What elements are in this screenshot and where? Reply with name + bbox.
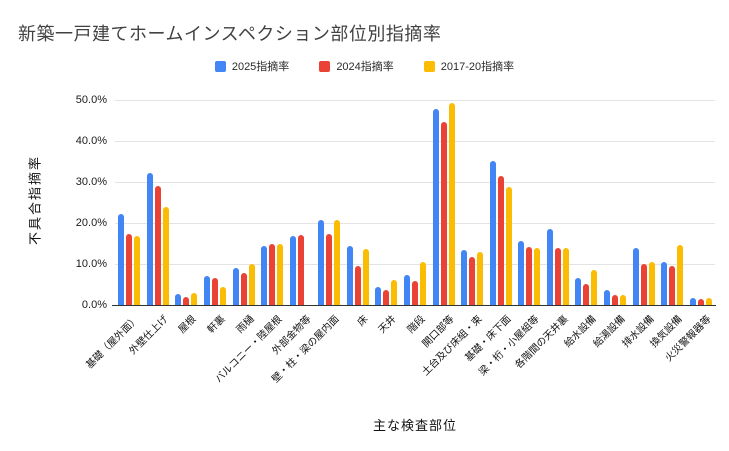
bar: [591, 269, 598, 305]
plot-area: [115, 100, 715, 305]
bar: [232, 268, 239, 305]
bar: [318, 219, 325, 305]
bar: [705, 297, 712, 305]
bar: [505, 187, 512, 305]
bar: [248, 264, 255, 305]
legend-item: 2024指摘率: [319, 58, 394, 74]
gridline: [115, 182, 715, 183]
bar: [612, 295, 618, 305]
bar: [240, 273, 247, 305]
bar: [261, 245, 268, 305]
bar: [289, 235, 296, 305]
bar: [448, 103, 455, 305]
bar: [677, 245, 684, 305]
bar: [640, 264, 647, 305]
bar: [162, 206, 169, 305]
x-axis-title: 主な検査部位: [372, 418, 457, 433]
bar: [420, 261, 426, 305]
bar: [134, 236, 141, 305]
gridline: [115, 141, 715, 142]
legend-item: 2017-20指摘率: [423, 58, 515, 74]
bar: [146, 172, 153, 305]
bar: [346, 245, 353, 305]
legend-label: 2017-20指摘率: [440, 61, 515, 73]
bar: [326, 234, 333, 305]
y-tick-label: 0.0%: [81, 299, 107, 311]
bar: [269, 243, 276, 305]
bar: [204, 275, 210, 305]
legend-swatch: [319, 60, 331, 72]
bar: [461, 249, 468, 305]
bar: [689, 297, 696, 305]
bar: [175, 293, 182, 305]
bar: [497, 176, 504, 305]
bar: [277, 243, 284, 305]
bar: [546, 229, 553, 305]
y-tick-label: 20.0%: [75, 217, 107, 229]
x-axis-line: [112, 305, 716, 306]
bar: [404, 275, 410, 305]
y-tick-label: 10.0%: [75, 258, 107, 270]
bar: [648, 261, 655, 305]
legend-label: 2025指摘率: [231, 61, 290, 73]
bar: [604, 290, 610, 305]
bar: [469, 257, 476, 305]
bar: [126, 234, 133, 305]
chart-title: 新築一戸建てホームインスペクション部位別指摘率: [18, 24, 442, 44]
bar: [212, 278, 218, 305]
y-axis-title: 不具合指摘率: [27, 154, 43, 246]
bar: [362, 248, 369, 305]
bar: [534, 247, 541, 305]
bar: [575, 278, 582, 305]
legend: 2025指摘率 2024指摘率 2017-20指摘率: [0, 58, 729, 74]
bar: [375, 286, 382, 305]
bar: [183, 296, 190, 305]
y-tick-label: 50.0%: [75, 94, 107, 106]
bar: [383, 289, 390, 305]
bar: [669, 266, 676, 305]
legend-swatch: [214, 60, 226, 72]
gridline: [115, 264, 715, 265]
bar: [432, 109, 439, 305]
bar: [191, 293, 198, 305]
bar: [220, 286, 226, 305]
legend-label: 2024指摘率: [336, 61, 394, 73]
bar: [583, 283, 590, 305]
bar: [297, 234, 304, 305]
y-tick-label: 40.0%: [75, 135, 107, 147]
y-tick-label: 30.0%: [75, 176, 107, 188]
gridline: [115, 223, 715, 224]
bar: [391, 279, 398, 305]
legend-item: 2025指摘率: [214, 58, 290, 74]
bar: [518, 240, 525, 305]
bar: [554, 248, 561, 305]
bar: [440, 121, 447, 305]
bar: [620, 294, 626, 305]
bar: [489, 160, 496, 305]
bar: [154, 186, 161, 305]
bar: [562, 247, 569, 305]
bar: [632, 248, 639, 305]
bar: [118, 213, 125, 305]
legend-swatch: [423, 60, 435, 72]
bar: [477, 251, 484, 305]
bar: [526, 247, 533, 305]
bar: [697, 299, 704, 305]
bar: [334, 220, 341, 305]
bar: [661, 261, 668, 305]
bar: [412, 281, 418, 305]
gridline: [115, 100, 715, 101]
bar: [354, 265, 361, 305]
